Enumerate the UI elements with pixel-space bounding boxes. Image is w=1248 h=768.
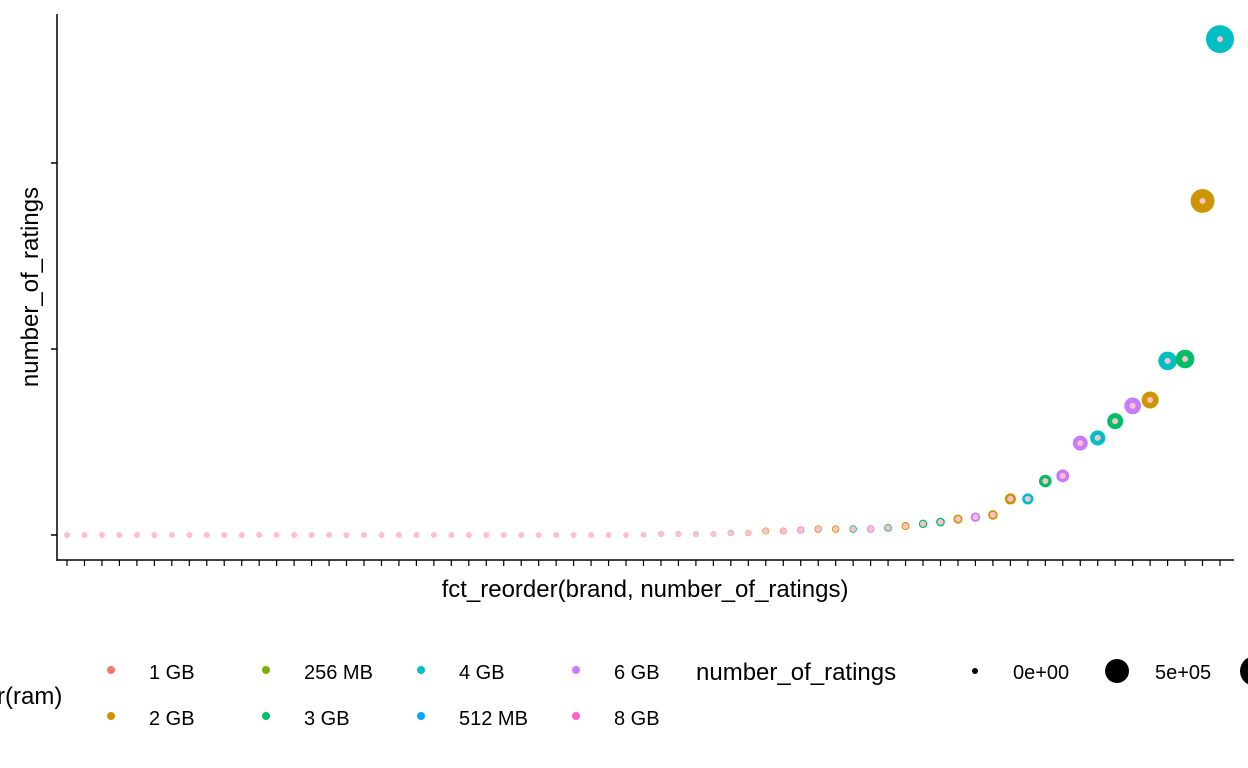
data-point-center (1024, 495, 1031, 502)
data-point-center (360, 532, 367, 538)
data-point-center (151, 532, 158, 538)
data-point-center (553, 532, 560, 538)
data-point-center (657, 530, 664, 537)
size-legend-key (1240, 657, 1248, 685)
legend-label: 2 GB (149, 708, 195, 730)
data-point-center (273, 532, 280, 538)
size-legend-key (972, 668, 978, 674)
color-legend: 1 GB 2 GB 256 MB 3 GB 4 GB 512 MB 6 GB 8 GB (107, 662, 660, 730)
data-point-center (430, 532, 437, 538)
data-point-center (815, 526, 822, 533)
data-point-center (937, 518, 944, 525)
data-point-center (500, 532, 507, 538)
data-point-center (570, 532, 577, 538)
data-point-center (1217, 36, 1223, 43)
data-point-center (797, 527, 804, 534)
legend-key (572, 712, 580, 720)
data-point-center (972, 514, 979, 521)
legend-label: 6 GB (614, 662, 660, 684)
data-point-center (168, 532, 175, 538)
data-point-center (535, 532, 542, 538)
data-point-center (885, 524, 892, 531)
data-point-center (203, 532, 210, 538)
data-point-center (745, 529, 752, 536)
data-point-center (1164, 357, 1171, 364)
data-point-center (588, 532, 595, 538)
y-ticks (51, 162, 57, 536)
data-point-center (1147, 396, 1154, 403)
data-point-center (675, 530, 682, 537)
data-point-center (518, 532, 525, 538)
data-point-center (116, 532, 123, 538)
color-legend-title: r(ram) (0, 683, 62, 710)
data-point-center (221, 532, 228, 538)
legend-key (417, 666, 425, 674)
legend-key (262, 666, 270, 674)
data-point-center (186, 532, 193, 538)
data-point-center (98, 532, 105, 538)
data-point-center (81, 532, 88, 538)
data-point-center (954, 516, 961, 523)
data-point-center (640, 531, 647, 538)
data-point-center (238, 532, 245, 538)
data-point-center (343, 532, 350, 538)
data-point-center (867, 526, 874, 533)
data-point-center (605, 532, 612, 538)
size-legend: 0e+00 5e+05 (972, 657, 1248, 685)
data-point-center (1077, 440, 1084, 447)
data-point-center (727, 529, 734, 536)
data-point-center (465, 532, 472, 538)
data-point-center (378, 532, 385, 538)
data-point-center (256, 532, 263, 538)
data-point-center (989, 511, 996, 518)
data-point-center (291, 532, 298, 538)
data-point-center (920, 520, 927, 527)
data-point-center (832, 526, 839, 533)
size-legend-title: number_of_ratings (696, 659, 896, 686)
data-point-center (308, 532, 315, 538)
data-point-center (64, 532, 70, 538)
legend-key (107, 666, 115, 674)
legend-key (417, 712, 425, 720)
data-point-center (1094, 434, 1101, 441)
legend-label: 512 MB (459, 708, 528, 730)
data-point-center (1129, 402, 1136, 409)
data-point-center (1199, 197, 1206, 204)
data-point-center (710, 530, 717, 537)
data-point-center (762, 527, 769, 534)
size-legend-key (1105, 659, 1129, 683)
data-point-center (1059, 472, 1066, 479)
data-point-center (1042, 478, 1049, 485)
data-point-center (395, 532, 402, 538)
data-point-center (902, 523, 909, 530)
data-point-center (692, 530, 699, 537)
data-point-center (850, 526, 857, 533)
legend-label: 4 GB (459, 662, 505, 684)
legend-label: 1 GB (149, 662, 195, 684)
data-point-center (413, 532, 420, 538)
legend-label: 3 GB (304, 708, 350, 730)
legend-key (262, 712, 270, 720)
legend-label: 8 GB (614, 708, 660, 730)
data-point-center (1182, 356, 1189, 363)
legend-key (107, 712, 115, 720)
x-axis-label: fct_reorder(brand, number_of_ratings) (442, 576, 849, 603)
data-point-center (623, 532, 630, 538)
points-layer (64, 25, 1234, 538)
data-point-center (1112, 418, 1119, 425)
size-legend-label: 5e+05 (1155, 662, 1211, 684)
size-legend-label: 0e+00 (1013, 662, 1069, 684)
data-point-center (780, 527, 787, 534)
x-ticks (66, 560, 1221, 566)
data-point-center (448, 532, 455, 538)
data-point-center (483, 532, 490, 538)
legend-key (572, 666, 580, 674)
data-point-center (133, 532, 140, 538)
legend-label: 256 MB (304, 662, 373, 684)
y-axis-label: number_of_ratings (17, 187, 44, 387)
data-point-center (1007, 495, 1014, 502)
data-point-center (326, 532, 333, 538)
